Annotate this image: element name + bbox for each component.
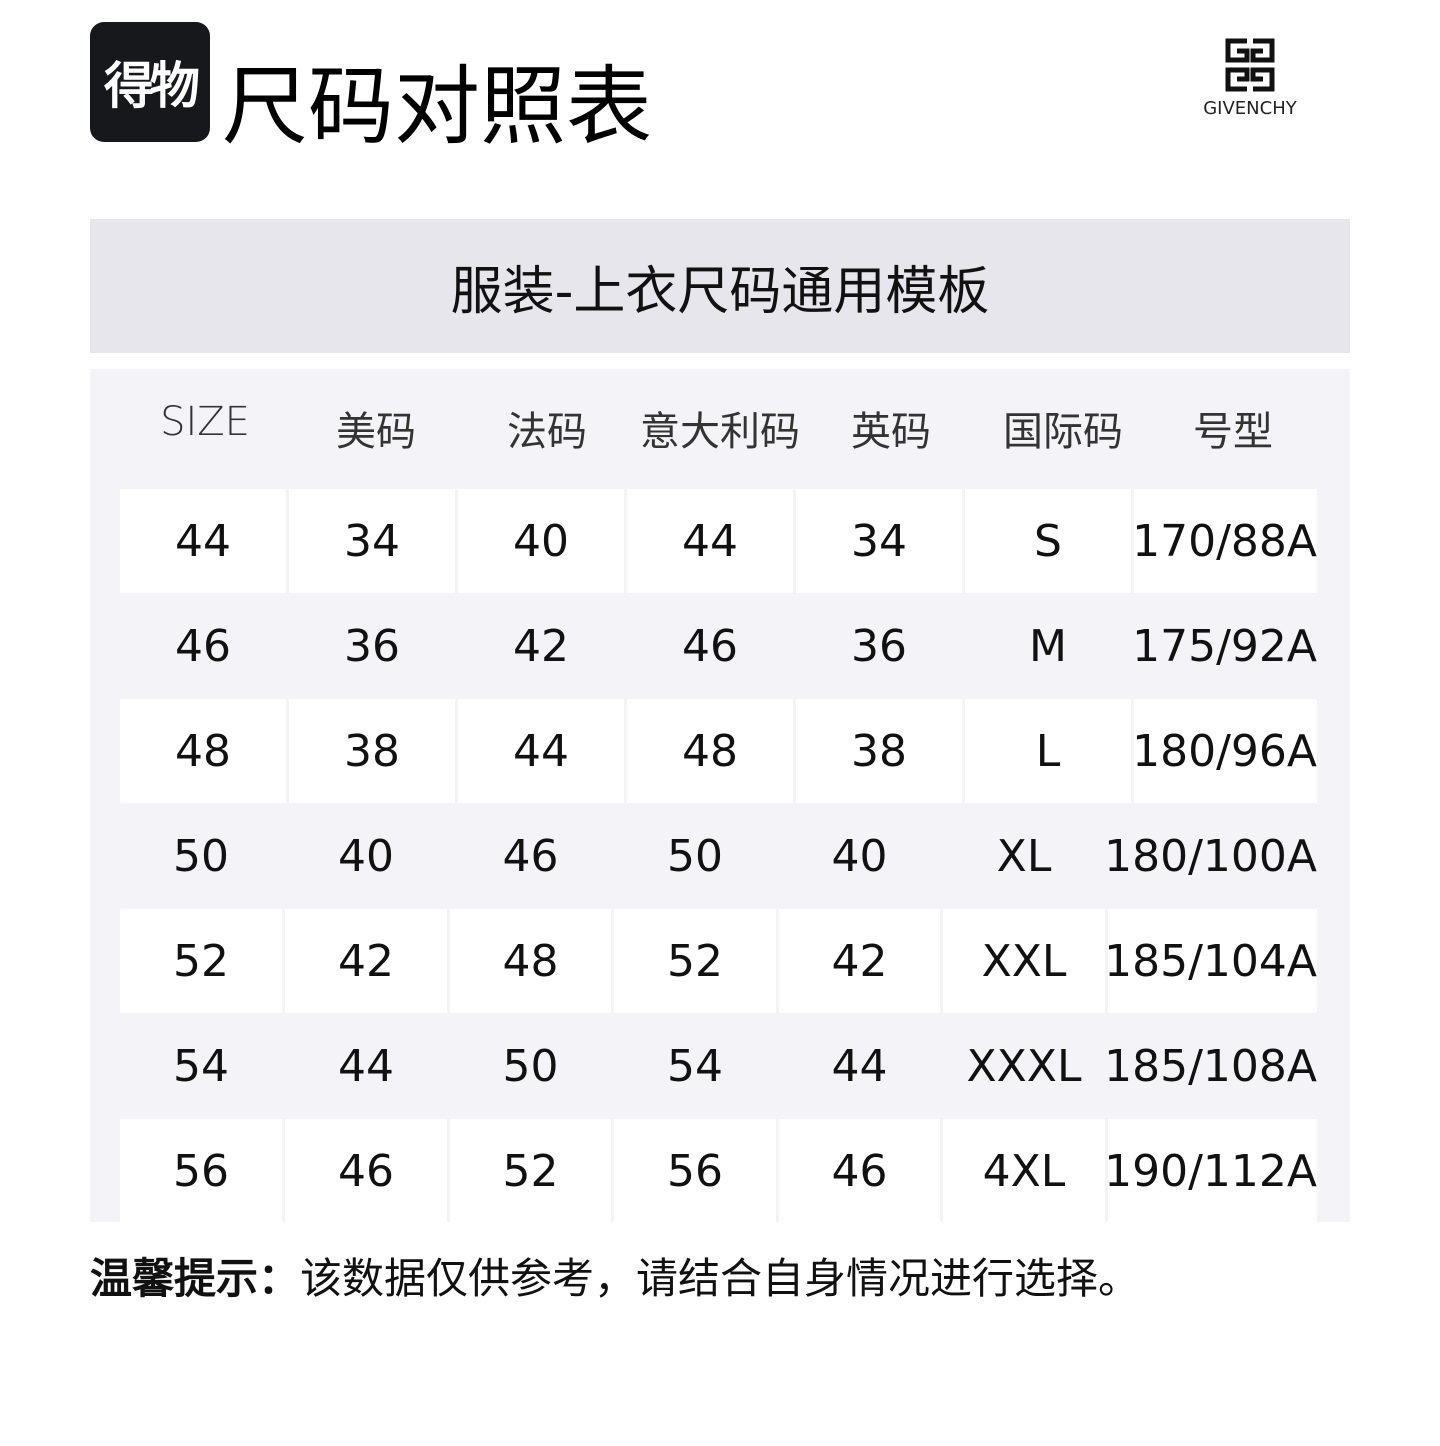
table-cell: 185/108A	[1104, 1040, 1317, 1092]
footer-note: 温馨提示：该数据仅供参考，请结合自身情况进行选择。	[90, 1245, 1140, 1306]
table-cell: 36	[344, 620, 400, 672]
column-header: 号型	[1193, 409, 1273, 455]
table-cell: 48	[120, 699, 286, 803]
table-cell: 48	[450, 909, 611, 1013]
chart-title: 服装-上衣尺码通用模板	[450, 261, 990, 322]
table-cell: 34	[796, 489, 962, 593]
table-cell: 36	[851, 620, 907, 672]
table-cell: 50	[173, 830, 229, 882]
table-cell: 46	[682, 620, 738, 672]
table-cell: 38	[796, 699, 962, 803]
column-header: SIZE	[160, 399, 250, 445]
table-cell: 40	[338, 830, 394, 882]
table-cell: 42	[779, 909, 940, 1013]
table-cell: 48	[627, 699, 793, 803]
table-cell: 50	[502, 1040, 559, 1092]
table-cell: 54	[667, 1040, 723, 1092]
table-cell: 44	[458, 699, 624, 803]
table-cell: 42	[513, 620, 569, 672]
table-cell: 42	[285, 909, 447, 1013]
table-cell: 44	[120, 489, 286, 593]
table-cell: 40	[831, 830, 888, 882]
note-text: 该数据仅供参考，请结合自身情况进行选择。	[300, 1254, 1141, 1303]
table-cell: L	[965, 699, 1131, 803]
chart-title-band: 服装-上衣尺码通用模板	[90, 219, 1350, 353]
table-cell: 44	[627, 489, 793, 593]
column-header: 美码	[336, 409, 416, 455]
table-cell: 46	[285, 1119, 447, 1223]
table-cell: 56	[120, 1119, 282, 1223]
table-cell: 52	[450, 1119, 611, 1223]
column-header: 意大利码	[640, 409, 800, 455]
note-label: 温馨提示：	[90, 1254, 301, 1303]
column-header: 国际码	[1003, 409, 1123, 455]
column-header: 法码	[507, 409, 587, 455]
table-cell: XXL	[943, 909, 1105, 1013]
table-cell: 40	[458, 489, 624, 593]
brand-name: GIVENCHY	[1203, 98, 1297, 119]
table-cell: 170/88A	[1132, 489, 1317, 593]
givenchy-4g-icon	[1225, 38, 1275, 92]
app-logo: 得物	[90, 22, 210, 142]
table-cell: 46	[175, 620, 231, 672]
table-cell: 185/104A	[1104, 909, 1317, 1013]
size-table: SIZE 美码 法码 意大利码 英码 国际码 号型 44 34 40 44 34 S 170/88A 46 3…	[90, 369, 1350, 1223]
brand-logo: GIVENCHY	[1190, 38, 1310, 119]
column-header: 英码	[851, 409, 931, 455]
table-cell: 175/92A	[1132, 620, 1317, 672]
table-cell: 44	[338, 1040, 394, 1092]
table-cell: XXXL	[966, 1040, 1082, 1092]
table-cell: 52	[614, 909, 776, 1013]
table-cell: M	[1029, 620, 1067, 672]
table-cell: 190/112A	[1104, 1119, 1317, 1223]
table-cell: 34	[289, 489, 455, 593]
table-cell: 180/100A	[1104, 830, 1317, 882]
table-cell: 52	[120, 909, 282, 1013]
table-cell: 50	[667, 830, 723, 882]
table-cell: 56	[614, 1119, 776, 1223]
table-cell: 180/96A	[1132, 699, 1317, 803]
table-cell: S	[965, 489, 1131, 593]
table-cell: 4XL	[943, 1119, 1105, 1223]
table-cell: 54	[173, 1040, 229, 1092]
table-cell: 44	[831, 1040, 888, 1092]
table-cell: 38	[289, 699, 455, 803]
table-cell: XL	[996, 830, 1052, 882]
table-cell: 46	[779, 1119, 940, 1223]
page-title: 尺码对照表	[222, 57, 652, 157]
table-cell: 46	[502, 830, 559, 882]
